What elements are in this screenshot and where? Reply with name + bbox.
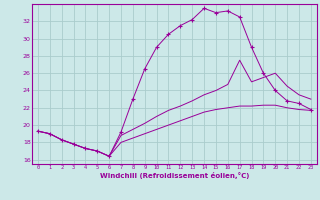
X-axis label: Windchill (Refroidissement éolien,°C): Windchill (Refroidissement éolien,°C): [100, 172, 249, 179]
